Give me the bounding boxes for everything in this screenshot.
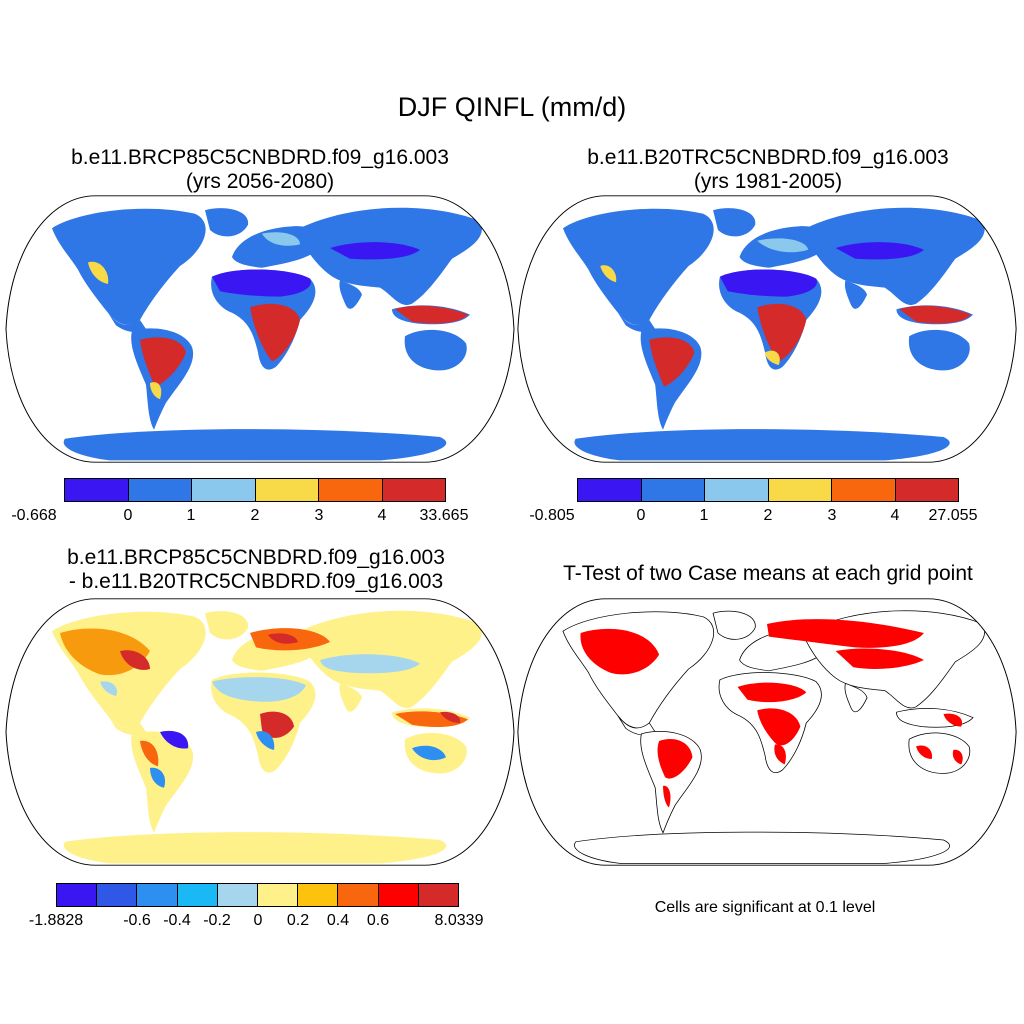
colorbar-tick: 0	[123, 507, 133, 524]
ttest-panel-title: T-Test of two Case means at each grid po…	[563, 562, 973, 585]
colorbar-tick: 4	[890, 507, 900, 524]
colorbar-tick: -0.668	[11, 507, 57, 524]
colorbar-tick: 2	[763, 507, 773, 524]
colorbar-swatch	[298, 884, 339, 906]
historical-title-line2: (yrs 1981-2005)	[693, 170, 843, 193]
colorbar-swatch	[255, 479, 319, 501]
colorbar-swatch	[418, 884, 459, 906]
colorbar-swatch	[338, 884, 379, 906]
future-title-line1: b.e11.BRCP85C5CNBDRD.f09_g16.003	[71, 146, 449, 169]
colorbar-swatch	[192, 479, 256, 501]
colorbar-swatch	[97, 884, 138, 906]
difference-map	[5, 598, 515, 866]
difference-title-line1: b.e11.BRCP85C5CNBDRD.f09_g16.003	[67, 546, 445, 569]
colorbar-swatch	[832, 479, 896, 501]
colorbar-swatch	[258, 884, 299, 906]
difference-colorbar	[56, 883, 459, 907]
future-map	[5, 195, 515, 463]
colorbar-swatch	[128, 479, 192, 501]
colorbar-swatch	[578, 479, 642, 501]
colorbar-swatch	[705, 479, 769, 501]
colorbar-swatch	[65, 479, 129, 501]
ttest-map	[517, 598, 1017, 866]
colorbar-tick: 2	[250, 507, 260, 524]
colorbar-swatch	[895, 479, 958, 501]
colorbar-swatch	[378, 884, 419, 906]
colorbar-tick: 0	[253, 912, 263, 929]
figure-title: DJF QINFL (mm/d)	[397, 92, 627, 122]
colorbar-swatch	[382, 479, 445, 501]
historical-panel-title: b.e11.B20TRC5CNBDRD.f09_g16.003 (yrs 198…	[512, 146, 1024, 194]
colorbar-tick: 0	[636, 507, 646, 524]
colorbar-tick: -1.8828	[28, 912, 84, 929]
colorbar-tick: 0.6	[366, 912, 390, 929]
colorbar-tick: 8.0339	[434, 912, 484, 929]
difference-panel-title: b.e11.BRCP85C5CNBDRD.f09_g16.003 - b.e11…	[0, 546, 512, 594]
colorbar-swatch	[57, 884, 98, 906]
significance-note: Cells are significant at 0.1 level	[654, 899, 876, 916]
colorbar-swatch	[768, 479, 832, 501]
colorbar-tick: 1	[699, 507, 709, 524]
colorbar-swatch	[641, 479, 705, 501]
future-panel-title: b.e11.BRCP85C5CNBDRD.f09_g16.003 (yrs 20…	[0, 146, 520, 194]
colorbar-tick: 33.665	[419, 507, 469, 524]
future-colorbar-ticks: -0.668 0 1 2 3 4 33.665	[11, 507, 468, 527]
historical-colorbar	[577, 478, 959, 502]
colorbar-tick: 0.2	[286, 912, 310, 929]
colorbar-tick: 27.055	[928, 507, 978, 524]
historical-map	[517, 195, 1017, 463]
colorbar-tick: -0.2	[203, 912, 231, 929]
colorbar-tick: -0.4	[163, 912, 191, 929]
colorbar-tick: 4	[377, 507, 387, 524]
colorbar-tick: -0.805	[529, 507, 575, 524]
colorbar-tick: 1	[186, 507, 196, 524]
colorbar-swatch	[137, 884, 178, 906]
colorbar-swatch	[319, 479, 383, 501]
colorbar-tick: 0.4	[326, 912, 350, 929]
colorbar-swatch	[217, 884, 259, 906]
future-title-line2: (yrs 2056-2080)	[185, 170, 335, 193]
difference-colorbar-ticks: -1.8828 -0.6 -0.4 -0.2 0 0.2 0.4 0.6 8.0…	[29, 912, 484, 932]
colorbar-tick: 3	[827, 507, 837, 524]
difference-title-line2: - b.e11.B20TRC5CNBDRD.f09_g16.003	[68, 570, 444, 593]
colorbar-tick: -0.6	[123, 912, 151, 929]
colorbar-tick: 3	[314, 507, 324, 524]
historical-colorbar-ticks: -0.805 0 1 2 3 4 27.055	[529, 507, 977, 527]
historical-title-line1: b.e11.B20TRC5CNBDRD.f09_g16.003	[587, 146, 949, 169]
colorbar-swatch	[177, 884, 218, 906]
future-colorbar	[64, 478, 446, 502]
